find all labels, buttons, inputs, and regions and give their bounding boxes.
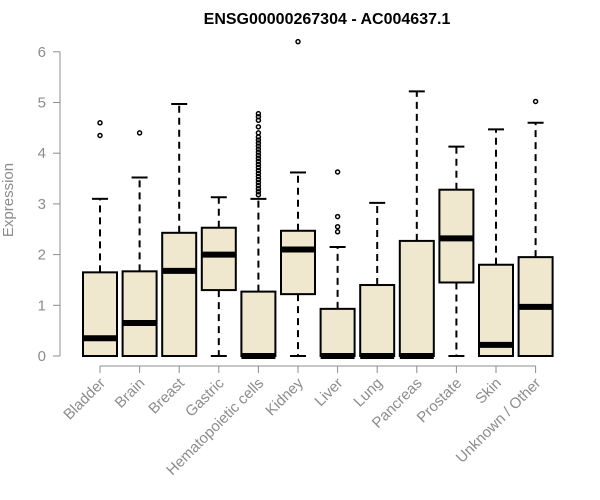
box-outlier [255, 179, 262, 186]
x-tick-label: Skin [472, 375, 505, 408]
box-outlier [255, 185, 262, 192]
box-outlier [255, 152, 262, 158]
box-body [280, 229, 316, 296]
box-outlier [255, 113, 262, 120]
box-outlier [255, 140, 262, 146]
box-body [82, 271, 118, 357]
box-outlier [136, 130, 143, 136]
box-body [240, 290, 277, 357]
box-outlier [255, 143, 262, 149]
box-outlier [97, 120, 103, 126]
box-outlier [255, 124, 262, 130]
box-outlier [255, 188, 262, 195]
y-axis-label: Expression [0, 163, 17, 237]
box-body [478, 263, 514, 357]
box-body [161, 231, 198, 357]
x-tick-label: Kidney [262, 374, 307, 419]
box-body [398, 239, 435, 357]
chart-title: ENSG00000267304 - AC004637.1 [204, 11, 451, 28]
box-outlier [97, 132, 103, 139]
box-outlier [255, 192, 262, 198]
box-outlier [255, 176, 262, 183]
box-body [319, 307, 356, 357]
box-outlier [255, 173, 262, 180]
box-outlier [255, 158, 262, 165]
y-tick-label: 3 [38, 196, 46, 213]
x-tick-label: Lung [350, 375, 386, 411]
y-tick-label: 4 [38, 145, 46, 162]
box-outlier [334, 229, 341, 235]
y-tick-label: 6 [38, 44, 46, 61]
box-outlier [334, 213, 341, 220]
y-tick-label: 5 [38, 95, 46, 112]
box-outlier [255, 155, 262, 162]
box-outlier [255, 130, 262, 136]
box-outlier [255, 137, 262, 143]
x-tick-label: Prostate [414, 375, 466, 427]
box-outlier [334, 223, 341, 230]
x-tick-label: Liver [311, 375, 346, 410]
box-outlier [255, 167, 262, 174]
x-tick-label: Breast [145, 374, 188, 417]
box-outlier [295, 38, 301, 45]
box-outlier [255, 170, 262, 177]
box-outlier [255, 149, 262, 155]
box-outlier [255, 110, 262, 117]
box-outlier [255, 164, 262, 171]
box-body [200, 226, 237, 292]
x-tick-label: Bladder [60, 375, 109, 424]
y-tick-label: 0 [38, 348, 46, 365]
box-outlier [255, 146, 262, 152]
x-tick-label: Brain [112, 375, 149, 412]
y-tick-label: 1 [38, 297, 46, 314]
box-outlier [532, 98, 539, 105]
box-outlier [255, 161, 262, 168]
box-outlier [255, 182, 262, 189]
box-body [359, 284, 396, 357]
box-outlier [334, 169, 341, 175]
box-body [121, 270, 158, 357]
y-tick-label: 2 [38, 247, 46, 264]
